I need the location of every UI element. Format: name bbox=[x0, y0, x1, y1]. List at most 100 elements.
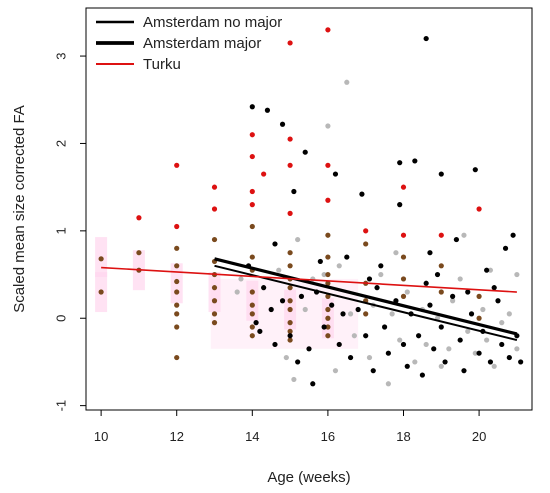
legend-label: Amsterdam major bbox=[143, 35, 261, 52]
turku-dark-point bbox=[287, 285, 293, 291]
gray-point bbox=[291, 376, 297, 383]
amsterdam-point bbox=[268, 306, 274, 313]
gray-point bbox=[491, 363, 497, 369]
amsterdam-point bbox=[363, 333, 369, 339]
turku-dark-point bbox=[211, 320, 218, 326]
amsterdam-point bbox=[272, 341, 278, 348]
turku-dark-point bbox=[249, 254, 255, 260]
amsterdam-point bbox=[502, 245, 509, 251]
amsterdam-point bbox=[438, 324, 444, 330]
amsterdam-point bbox=[291, 188, 297, 195]
gray-point bbox=[423, 341, 429, 348]
turku-dark-point bbox=[325, 333, 331, 339]
turku-dark-point bbox=[174, 324, 180, 330]
gray-point bbox=[336, 263, 342, 269]
gray-point bbox=[457, 276, 463, 282]
x-tick-label: 18 bbox=[396, 429, 410, 444]
turku-point bbox=[249, 132, 255, 138]
turku-point bbox=[249, 153, 255, 160]
turku-dark-point bbox=[174, 289, 180, 295]
amsterdam-point bbox=[344, 254, 350, 260]
amsterdam-point bbox=[506, 354, 512, 361]
gray-point bbox=[446, 346, 452, 352]
turku-dark-point bbox=[287, 263, 293, 269]
amsterdam-point bbox=[423, 280, 429, 286]
turku-dark-point bbox=[174, 302, 180, 308]
gray-point bbox=[295, 236, 301, 243]
gray-point bbox=[506, 311, 512, 317]
turku-dark-point bbox=[174, 263, 180, 269]
turku-dark-point bbox=[98, 289, 104, 295]
turku-dark-point bbox=[287, 337, 293, 343]
pink-band-block bbox=[208, 272, 221, 313]
gray-point bbox=[378, 271, 384, 278]
amsterdam-point bbox=[423, 35, 429, 42]
turku-dark-point bbox=[174, 278, 180, 285]
y-tick-label: -1 bbox=[53, 400, 68, 412]
turku-dark-point bbox=[249, 289, 255, 295]
turku-point bbox=[287, 136, 293, 142]
amsterdam-point bbox=[355, 306, 361, 313]
amsterdam-point bbox=[419, 372, 425, 378]
amsterdam-point bbox=[287, 333, 293, 339]
turku-dark-point bbox=[287, 250, 293, 256]
turku-dark-point bbox=[476, 293, 482, 299]
turku-dark-point bbox=[325, 232, 331, 238]
turku-dark-point bbox=[211, 311, 218, 317]
turku-dark-point bbox=[249, 223, 255, 230]
turku-point bbox=[325, 197, 331, 203]
x-tick-label: 16 bbox=[321, 429, 335, 444]
turku-point bbox=[438, 232, 444, 238]
y-tick-label: 0 bbox=[53, 315, 68, 322]
y-axis: -1 0 1 2 3 bbox=[53, 52, 86, 411]
turku-point bbox=[325, 27, 331, 33]
amsterdam-point bbox=[264, 107, 271, 113]
turku-dark-point bbox=[287, 320, 293, 326]
amsterdam-point bbox=[366, 276, 373, 282]
turku-dark-point bbox=[438, 289, 444, 295]
gray-point bbox=[302, 306, 308, 313]
x-tick-label: 10 bbox=[94, 429, 108, 444]
gray-point bbox=[499, 320, 505, 326]
turku-point bbox=[211, 206, 218, 212]
regression-line bbox=[214, 257, 518, 336]
turku-dark-point bbox=[325, 306, 331, 313]
turku-dark-point bbox=[325, 254, 331, 260]
gray-point bbox=[465, 328, 471, 334]
turku-point bbox=[476, 206, 482, 212]
regression-lines bbox=[101, 257, 518, 342]
turku-dark-point bbox=[211, 285, 218, 291]
amsterdam-point bbox=[468, 311, 475, 317]
amsterdam-point bbox=[427, 302, 433, 308]
gray-point bbox=[397, 337, 403, 343]
turku-dark-point bbox=[136, 250, 142, 256]
turku-point bbox=[249, 202, 255, 208]
amsterdam-point bbox=[518, 359, 524, 365]
turku-dark-point bbox=[249, 302, 255, 308]
turku-dark-point bbox=[287, 328, 293, 334]
x-tick-label: 12 bbox=[169, 429, 183, 444]
amsterdam-point bbox=[272, 241, 278, 247]
plot-frame bbox=[85, 7, 533, 411]
amsterdam-point bbox=[487, 359, 494, 365]
turku-dark-point bbox=[325, 271, 331, 278]
amsterdam-point bbox=[385, 350, 391, 356]
amsterdam-point bbox=[510, 232, 516, 238]
turku-point bbox=[287, 210, 293, 216]
gray-point bbox=[412, 359, 418, 365]
amsterdam-point bbox=[257, 328, 263, 334]
gray-point bbox=[450, 298, 456, 304]
gray-point bbox=[385, 381, 391, 387]
amsterdam-point bbox=[295, 359, 301, 365]
amsterdam-point bbox=[400, 341, 407, 348]
amsterdam-point bbox=[302, 149, 308, 155]
turku-dark-point bbox=[400, 254, 407, 260]
turku-point bbox=[174, 162, 180, 168]
amsterdam-point bbox=[378, 263, 384, 269]
gray-point bbox=[238, 276, 244, 282]
amsterdam-point bbox=[332, 171, 339, 177]
x-axis: 10 12 14 16 18 20 bbox=[94, 410, 486, 444]
turku-point bbox=[211, 184, 218, 190]
amsterdam-point bbox=[434, 271, 441, 278]
